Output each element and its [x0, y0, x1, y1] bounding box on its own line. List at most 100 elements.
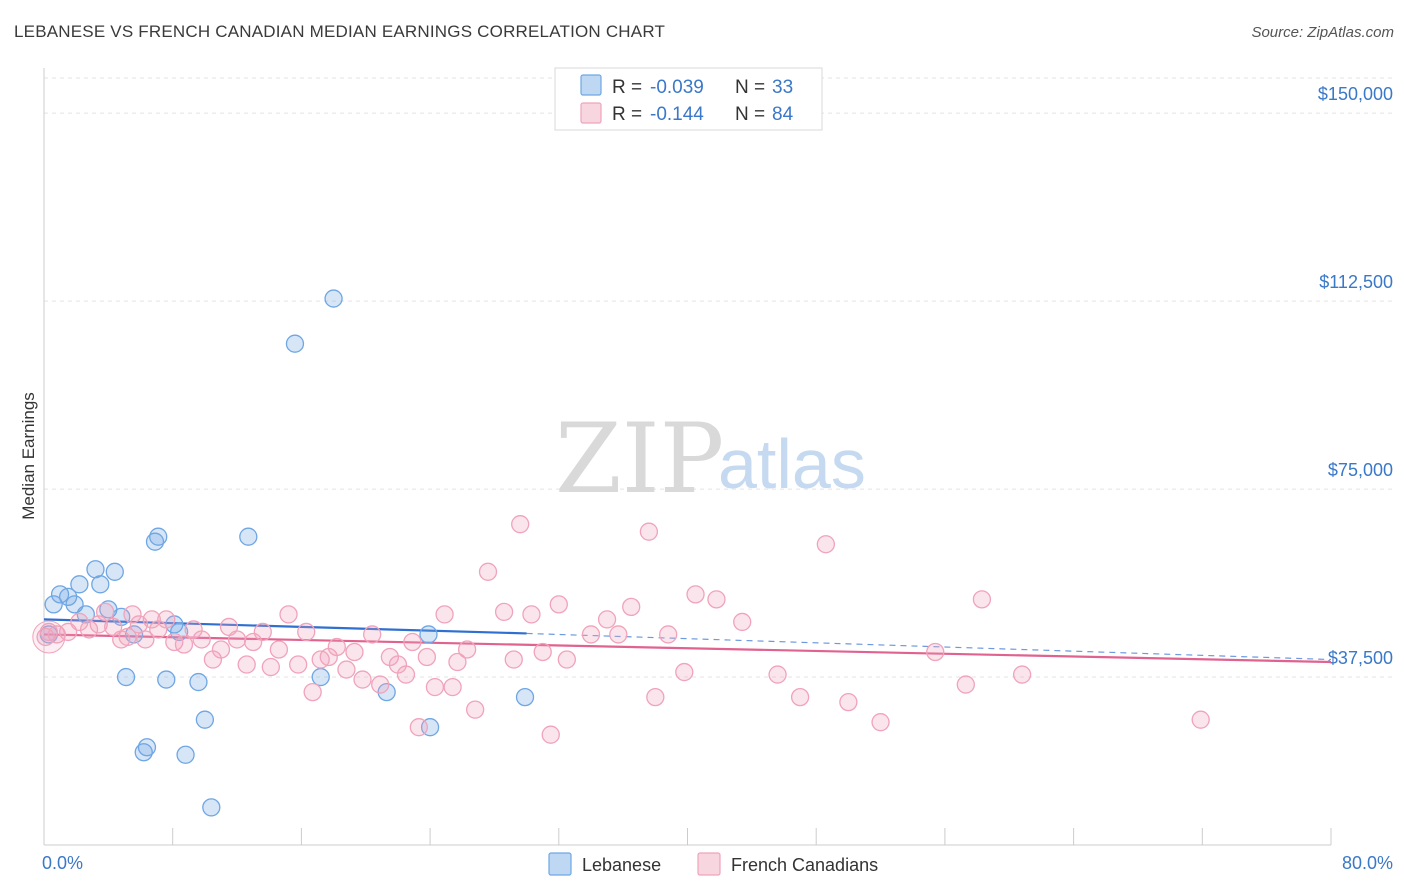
- point-lebanese-3: [58, 587, 78, 607]
- point-french-canadians-73: [733, 612, 752, 632]
- point-french-canadians-53: [465, 700, 485, 719]
- point-lebanese-21: [176, 745, 195, 764]
- point-french-canadians-54: [478, 562, 498, 581]
- legend-box: R = -0.039 N = 33 R = -0.144 N = 84: [554, 67, 823, 131]
- point-french-canadians-22: [211, 640, 231, 659]
- x-tick-label-0: 0.0%: [42, 853, 83, 873]
- point-lebanese-22: [189, 672, 208, 692]
- x-tick-label-1: 80.0%: [1342, 853, 1393, 873]
- point-lebanese-17: [149, 527, 168, 546]
- axis-layer: $37,500 $75,000 $112,500 $150,000 0.0% 80.0%: [42, 68, 1393, 873]
- point-french-canadians-5: [79, 620, 99, 639]
- point-french-canadians-50: [443, 677, 462, 697]
- point-french-canadians-75: [790, 687, 810, 707]
- point-lebanese-8: [91, 575, 110, 594]
- point-lebanese-25: [239, 527, 258, 546]
- point-french-canadians-46: [409, 718, 428, 737]
- legend-r-value-lebanese: -0.039: [650, 77, 704, 98]
- point-french-canadians-14: [142, 610, 161, 629]
- legend-n-label-lebanese: N =: [735, 77, 765, 98]
- point-french-canadians-33: [303, 682, 322, 702]
- grid-layer: [44, 77, 1395, 678]
- bottom-legend-label-french-canadians: French Canadians: [731, 855, 878, 875]
- point-french-canadians-0: [36, 627, 55, 647]
- y-tick-label-3: $150,000: [1318, 84, 1393, 104]
- point-french-canadians-45: [403, 632, 422, 652]
- chart-title: LEBANESE VS FRENCH CANADIAN MEDIAN EARNI…: [14, 22, 666, 41]
- legend-swatch-french-canadians: [580, 102, 602, 124]
- trend-line-lebanese-solid: [43, 618, 527, 635]
- point-lebanese-24: [202, 798, 221, 817]
- point-cluster-origin: [32, 620, 66, 654]
- legend-n-label-french-canadians: N =: [735, 104, 765, 125]
- point-french-canadians-27: [253, 622, 272, 642]
- point-french-canadians-61: [549, 595, 568, 614]
- point-french-canadians-57: [511, 515, 530, 534]
- point-french-canadians-70: [675, 662, 694, 682]
- point-french-canadians-49: [435, 605, 454, 624]
- point-lebanese-18: [157, 670, 176, 689]
- point-french-canadians-25: [237, 655, 256, 674]
- point-french-canadians-51: [448, 652, 467, 672]
- point-french-canadians-41: [371, 675, 390, 694]
- legend-n-value-french-canadians: 84: [772, 104, 794, 125]
- point-french-canadians-29: [269, 640, 289, 659]
- bottom-legend-swatch-lebanese: [548, 852, 572, 876]
- point-french-canadians-28: [261, 657, 280, 677]
- point-lebanese-23: [195, 710, 215, 729]
- point-french-canadians-37: [337, 660, 356, 679]
- point-french-canadians-52: [457, 640, 477, 659]
- point-french-canadians-44: [396, 665, 416, 684]
- point-french-canadians-31: [289, 655, 308, 674]
- point-french-canadians-2: [47, 625, 67, 644]
- point-french-canadians-69: [659, 625, 678, 644]
- point-lebanese-32: [515, 687, 535, 707]
- point-french-canadians-60: [541, 725, 560, 744]
- point-french-canadians-36: [327, 637, 346, 657]
- legend-r-label-french-canadians: R =: [612, 104, 642, 125]
- point-french-canadians-38: [345, 642, 364, 662]
- point-french-canadians-59: [533, 642, 552, 662]
- point-lebanese-16: [145, 532, 165, 551]
- point-lebanese-30: [419, 625, 438, 644]
- point-lebanese-26: [285, 334, 305, 353]
- point-french-canadians-7: [95, 602, 115, 622]
- point-french-canadians-24: [227, 630, 247, 649]
- point-lebanese-14: [134, 743, 153, 762]
- point-french-canadians-63: [581, 625, 601, 644]
- legend-frame: [554, 67, 823, 131]
- point-french-canadians-11: [123, 605, 142, 624]
- point-french-canadians-78: [871, 713, 890, 732]
- point-lebanese-28: [324, 289, 343, 308]
- point-french-canadians-71: [686, 585, 705, 604]
- point-french-canadians-66: [622, 597, 641, 617]
- point-lebanese-15: [137, 738, 157, 757]
- point-french-canadians-18: [174, 635, 194, 654]
- point-french-canadians-81: [972, 590, 992, 609]
- point-french-canadians-76: [816, 535, 836, 554]
- point-french-canadians-55: [494, 602, 514, 622]
- points-layer: [32, 289, 1210, 817]
- point-lebanese-12: [116, 667, 136, 687]
- point-lebanese-27: [311, 667, 330, 687]
- legend-r-value-french-canadians: -0.144: [650, 104, 704, 125]
- point-french-canadians-10: [118, 627, 137, 647]
- point-french-canadians-79: [926, 642, 945, 662]
- point-french-canadians-83: [1191, 710, 1210, 729]
- point-french-canadians-39: [353, 670, 372, 689]
- point-french-canadians-77: [839, 692, 858, 712]
- bottom-legend: Lebanese French Canadians: [548, 852, 878, 876]
- watermark-zip: ZIP: [555, 403, 724, 515]
- y-tick-label-2: $112,500: [1319, 272, 1393, 292]
- point-french-canadians-82: [1012, 665, 1032, 684]
- point-french-canadians-20: [192, 630, 211, 649]
- y-tick-label-0: $37,500: [1328, 648, 1393, 668]
- point-french-canadians-47: [417, 647, 437, 667]
- point-french-canadians-64: [597, 610, 617, 629]
- point-french-canadians-40: [363, 625, 382, 644]
- point-french-canadians-67: [639, 522, 659, 541]
- point-french-canadians-68: [646, 687, 665, 707]
- y-tick-label-1: $75,000: [1328, 460, 1393, 480]
- bottom-legend-label-lebanese: Lebanese: [582, 855, 661, 875]
